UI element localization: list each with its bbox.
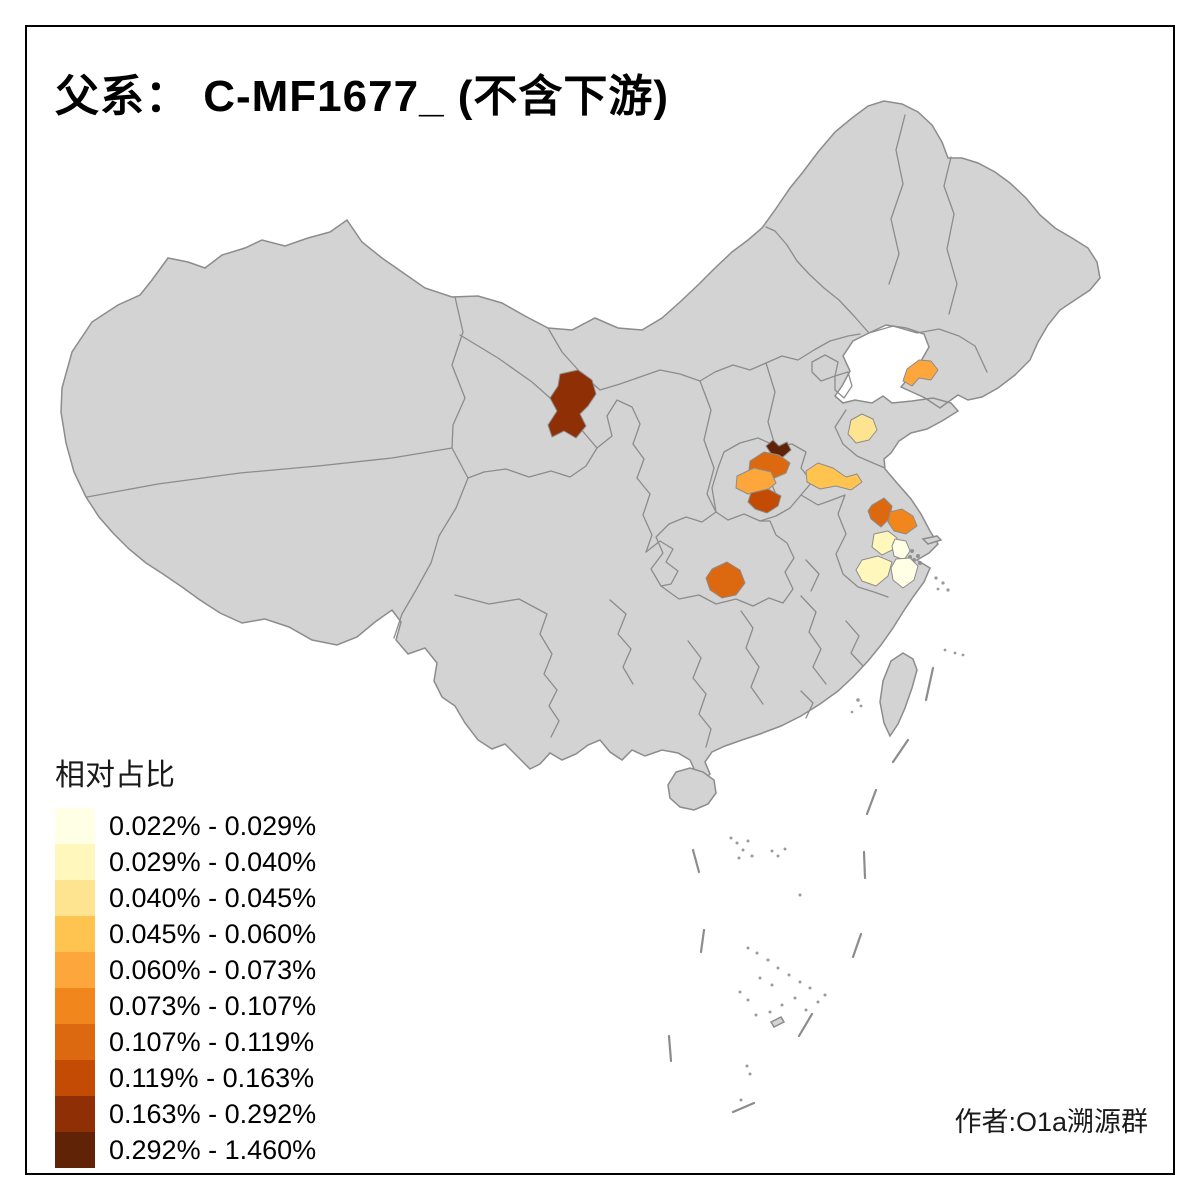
legend-swatch: [55, 952, 95, 988]
south-sea-islet: [769, 1016, 786, 1028]
legend-row: 0.045% - 0.060%: [55, 916, 316, 952]
legend: 相对占比 0.022% - 0.029% 0.029% - 0.040% 0.040…: [55, 750, 316, 1168]
legend-row: 0.107% - 0.119%: [55, 1024, 316, 1060]
page-title: 父系： C-MF1677_ (不含下游): [55, 72, 670, 121]
legend-row: 0.119% - 0.163%: [55, 1060, 316, 1096]
legend-swatch: [55, 844, 95, 880]
legend-label: 0.022% - 0.029%: [109, 810, 317, 841]
region-jiangsu-mid-west: [867, 497, 893, 528]
island-specks: [729, 576, 965, 1102]
legend-swatch: [55, 916, 95, 952]
legend-swatch: [55, 988, 95, 1024]
legend-swatch: [55, 1096, 95, 1132]
legend-swatch: [55, 1132, 95, 1168]
legend-label: 0.029% - 0.040%: [109, 846, 317, 877]
province-borders: [86, 114, 988, 748]
legend-row: 0.073% - 0.107%: [55, 988, 316, 1024]
attribution: 作者:O1a溯源群: [954, 1107, 1148, 1137]
legend-label: 0.163% - 0.292%: [109, 1098, 317, 1129]
legend-label: 0.073% - 0.107%: [109, 990, 317, 1021]
legend-row: 0.163% - 0.292%: [55, 1096, 316, 1132]
legend-rows: 0.022% - 0.029% 0.029% - 0.040% 0.040% - 0…: [55, 808, 316, 1168]
region-jiangsu-mid-east: [887, 508, 918, 535]
legend-label: 0.040% - 0.045%: [109, 882, 317, 913]
legend-swatch: [55, 1060, 95, 1096]
legend-row: 0.022% - 0.029%: [55, 808, 316, 844]
legend-row: 0.029% - 0.040%: [55, 844, 316, 880]
mainland-outline: [60, 100, 1101, 783]
region-jiangsu-northwest: [805, 462, 863, 491]
chongming-island: [921, 535, 943, 545]
legend-label: 0.045% - 0.060%: [109, 918, 317, 949]
legend-label: 0.292% - 1.460%: [109, 1134, 317, 1165]
legend-swatch: [55, 808, 95, 844]
hainan-island: [667, 767, 717, 811]
nine-dash-line: [667, 666, 935, 1114]
taiwan-island: [879, 652, 918, 738]
legend-row: 0.060% - 0.073%: [55, 952, 316, 988]
legend-label: 0.060% - 0.073%: [109, 954, 317, 985]
region-henan-west: [735, 467, 777, 495]
legend-label: 0.119% - 0.163%: [109, 1062, 315, 1093]
region-gansu-central: [547, 369, 597, 439]
region-zhejiang-north: [855, 555, 893, 587]
legend-label: 0.107% - 0.119%: [109, 1026, 315, 1057]
region-liaoning-peninsula: [902, 359, 939, 387]
region-hubei-west: [705, 561, 746, 599]
region-jiangsu-southeast: [890, 557, 919, 589]
region-shandong-central: [847, 413, 878, 444]
legend-row: 0.040% - 0.045%: [55, 880, 316, 916]
highlighted-regions: [547, 359, 939, 599]
region-henan-south: [747, 488, 782, 514]
legend-title: 相对占比: [55, 759, 175, 792]
legend-swatch: [55, 1024, 95, 1060]
legend-row: 0.292% - 1.460%: [55, 1132, 316, 1168]
legend-swatch: [55, 880, 95, 916]
